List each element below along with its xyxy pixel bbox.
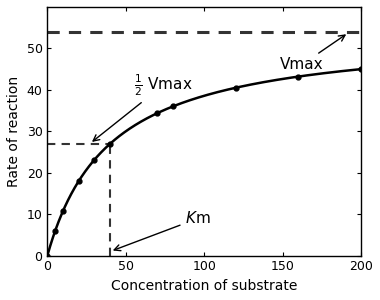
Y-axis label: Rate of reaction: Rate of reaction — [7, 76, 21, 187]
X-axis label: Concentration of substrate: Concentration of substrate — [111, 279, 298, 293]
Text: $\mathregular{\frac{1}{2}}$ Vmax: $\mathregular{\frac{1}{2}}$ Vmax — [93, 73, 192, 141]
Text: Vmax: Vmax — [280, 35, 345, 73]
Text: $\mathit{K}$m: $\mathit{K}$m — [114, 210, 211, 251]
